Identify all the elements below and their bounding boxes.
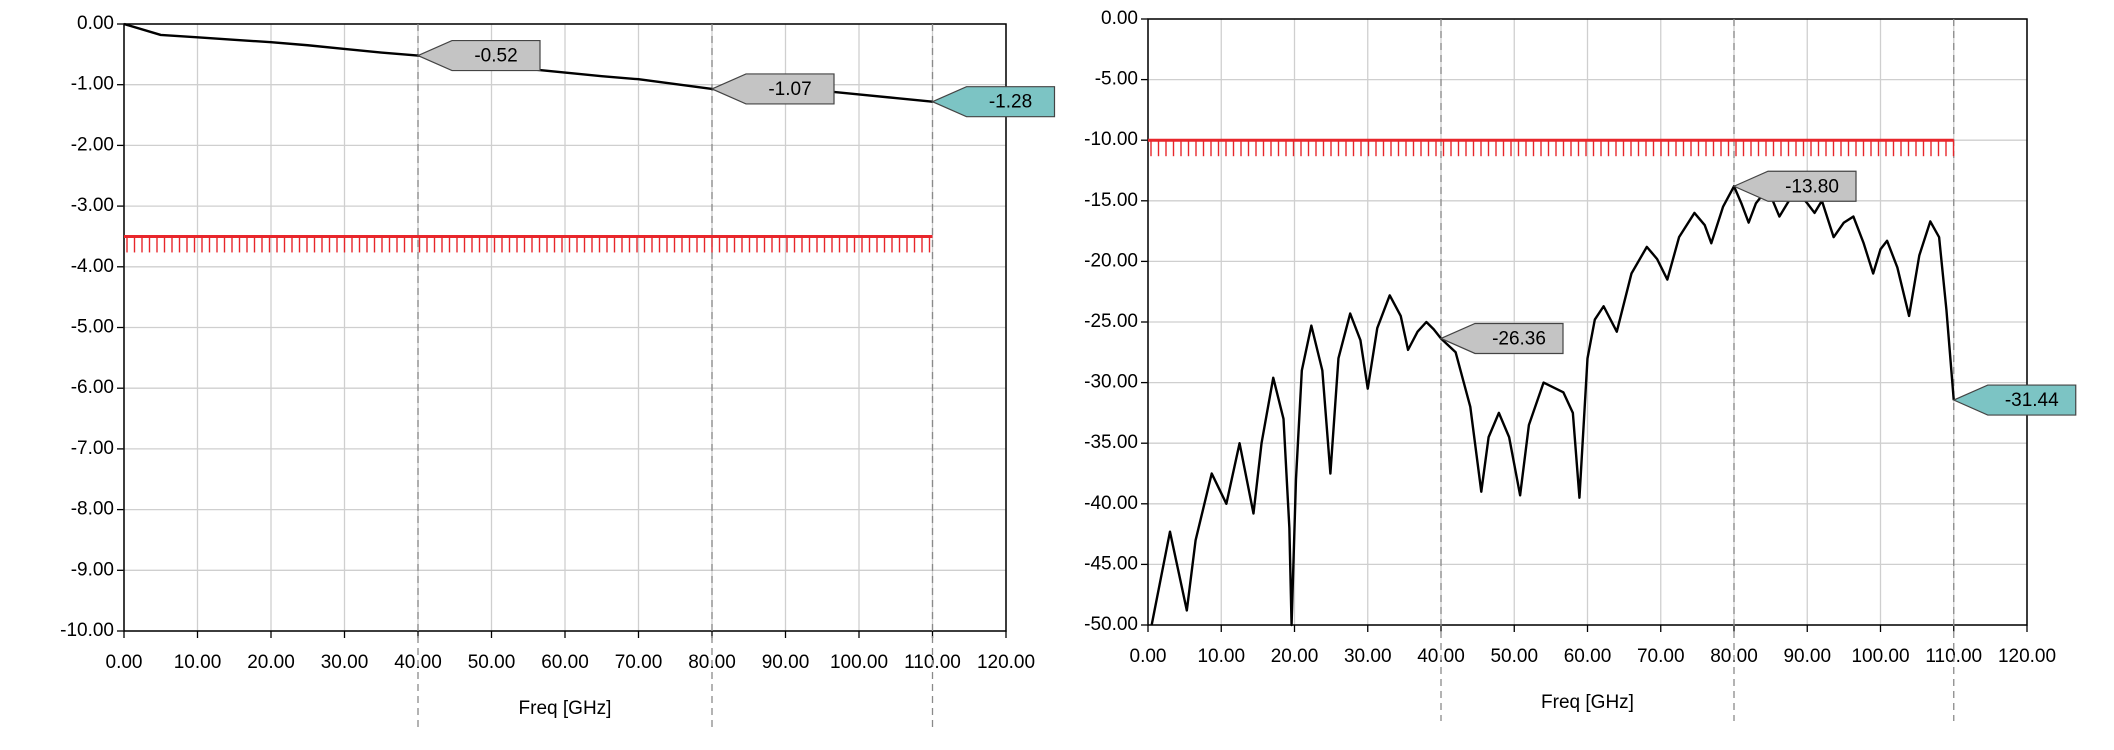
x-axis-label: Freq [GHz] bbox=[519, 698, 612, 719]
marker-label: -26.36 bbox=[1492, 328, 1546, 349]
marker-label: -13.80 bbox=[1785, 176, 1839, 197]
y-tick-label: -6.00 bbox=[71, 377, 114, 398]
x-tick-label: 60.00 bbox=[541, 652, 589, 673]
limit-hatch bbox=[126, 236, 931, 253]
x-tick-label: 70.00 bbox=[1637, 646, 1685, 667]
x-tick-label: 0.00 bbox=[1130, 646, 1167, 667]
y-tick-label: -2.00 bbox=[71, 134, 114, 155]
y-tick-label: -8.00 bbox=[71, 499, 114, 520]
y-tick-label: -30.00 bbox=[1084, 372, 1138, 393]
x-tick-label: 60.00 bbox=[1564, 646, 1612, 667]
y-tick-label: -4.00 bbox=[71, 256, 114, 277]
y-tick-label: -20.00 bbox=[1084, 250, 1138, 271]
x-tick-label: 10.00 bbox=[174, 652, 222, 673]
x-tick-label: 120.00 bbox=[977, 652, 1035, 673]
plot-frame bbox=[1147, 18, 2028, 626]
y-tick-label: -10.00 bbox=[60, 620, 114, 641]
data-line bbox=[1150, 185, 1955, 627]
y-tick-label: -1.00 bbox=[71, 74, 114, 95]
marker-label: -31.44 bbox=[2005, 390, 2059, 411]
marker-flag bbox=[416, 39, 541, 72]
y-tick-label: -10.00 bbox=[1084, 129, 1138, 150]
y-tick-label: -5.00 bbox=[71, 317, 114, 338]
marker-flag bbox=[1732, 170, 1857, 202]
y-tick-label: -15.00 bbox=[1084, 190, 1138, 211]
y-tick-label: -3.00 bbox=[71, 195, 114, 216]
limit-hatch bbox=[1150, 140, 1955, 157]
y-tick-label: -45.00 bbox=[1084, 553, 1138, 574]
y-tick-label: 0.00 bbox=[77, 13, 114, 34]
x-tick-label: 30.00 bbox=[1344, 646, 1392, 667]
marker-label: -1.28 bbox=[989, 92, 1032, 113]
x-tick-label: 0.00 bbox=[106, 652, 143, 673]
x-axis-label: Freq [GHz] bbox=[1541, 692, 1634, 713]
y-tick-label: -35.00 bbox=[1084, 432, 1138, 453]
y-tick-label: -7.00 bbox=[71, 438, 114, 459]
marker-flag bbox=[931, 86, 1056, 118]
y-tick-label: -50.00 bbox=[1084, 614, 1138, 635]
x-tick-label: 100.00 bbox=[830, 652, 888, 673]
x-tick-label: 20.00 bbox=[247, 652, 295, 673]
chart: 0.00 -5.00 -10.00 -15.00 -20.00 -25.00 -30.00 -… bbox=[1084, 8, 2077, 721]
marker-label: -1.07 bbox=[768, 79, 811, 100]
y-tick-label: -5.00 bbox=[1095, 69, 1138, 90]
x-tick-label: 50.00 bbox=[1490, 646, 1538, 667]
x-tick-label: 20.00 bbox=[1271, 646, 1319, 667]
x-tick-label: 120.00 bbox=[1998, 646, 2056, 667]
y-tick-label: 0.00 bbox=[1101, 8, 1138, 29]
x-tick-label: 90.00 bbox=[762, 652, 810, 673]
marker-flag bbox=[1439, 322, 1564, 355]
chart: 0.00 -1.00 -2.00 -3.00 -4.00 -5.00 -6.00 -7.00 -… bbox=[60, 13, 1056, 727]
plot-frame bbox=[123, 23, 1007, 632]
y-tick-label: -25.00 bbox=[1084, 311, 1138, 332]
marker-flag bbox=[1952, 384, 2077, 416]
y-tick-label: -40.00 bbox=[1084, 493, 1138, 514]
x-tick-label: 100.00 bbox=[1851, 646, 1909, 667]
marker-label: -0.52 bbox=[474, 46, 517, 67]
x-tick-label: 90.00 bbox=[1783, 646, 1831, 667]
x-tick-label: 30.00 bbox=[321, 652, 369, 673]
marker-flag bbox=[710, 73, 835, 105]
y-tick-label: -9.00 bbox=[71, 559, 114, 580]
x-tick-label: 70.00 bbox=[615, 652, 663, 673]
x-tick-label: 50.00 bbox=[468, 652, 516, 673]
x-tick-label: 10.00 bbox=[1197, 646, 1245, 667]
